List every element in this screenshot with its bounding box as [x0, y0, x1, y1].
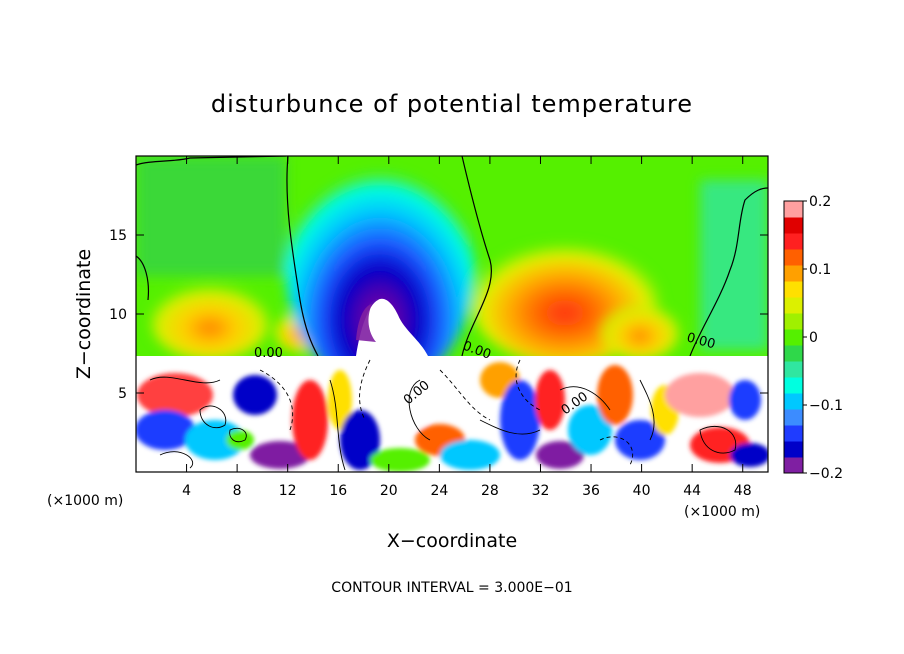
colorbar-swatch	[784, 201, 803, 218]
turbulent-layer	[136, 356, 768, 472]
contour-lines	[136, 156, 768, 357]
colorbar-swatch	[784, 281, 803, 298]
y-axis: 5 10 15	[109, 228, 768, 402]
field-smooth	[136, 156, 768, 390]
colorbar-swatch	[784, 425, 803, 442]
colorbar-swatch	[784, 313, 803, 330]
colorbar-tick-label: 0.1	[809, 262, 831, 278]
colorbar-swatch	[784, 233, 803, 250]
y-tick-label: 15	[109, 228, 127, 244]
colorbar-swatch	[784, 297, 803, 314]
x-axis: 4 8 12 16 20 24 28 32 36 40 44 48	[182, 156, 752, 499]
colorbar-swatch	[784, 329, 803, 346]
cold-core-purple	[356, 304, 376, 342]
colorbar-swatch	[784, 249, 803, 266]
colorbar-swatch	[784, 345, 803, 362]
colorbar-tick-label: 0	[809, 330, 818, 346]
contour-label-1: 0.00	[254, 346, 283, 361]
colorbar-swatch	[784, 217, 803, 234]
colorbar-swatch	[784, 361, 803, 378]
colorbar-swatch	[784, 457, 803, 474]
colorbar-swatch	[784, 393, 803, 410]
x-axis-label: X−coordinate	[387, 530, 517, 552]
x-tick-label: 12	[279, 483, 297, 499]
x-unit-right: (×1000 m)	[684, 504, 760, 520]
y-tick-label: 5	[118, 386, 127, 402]
y-axis-label: Z−coordinate	[73, 249, 95, 379]
colorbar-swatch	[784, 265, 803, 282]
colorbar-tick-label: −0.2	[809, 466, 843, 482]
colorbar-swatch	[784, 441, 803, 458]
x-tick-label: 36	[582, 483, 600, 499]
chart-title: disturbunce of potential temperature	[211, 90, 693, 118]
y-tick-label: 10	[109, 307, 127, 323]
x-tick-label: 48	[734, 483, 752, 499]
colorbar: 0.2 0.1 0 −0.1 −0.2	[783, 194, 843, 482]
colorbar-swatch	[784, 377, 803, 394]
x-tick-label: 20	[380, 483, 398, 499]
x-unit-left: (×1000 m)	[47, 493, 123, 509]
x-tick-label: 4	[182, 483, 191, 499]
colorbar-tick-label: 0.2	[809, 194, 831, 210]
colorbar-tick-label: −0.1	[809, 398, 843, 414]
x-tick-label: 16	[329, 483, 347, 499]
contour-label-3: 0.00	[685, 330, 717, 352]
contour-interval-note: CONTOUR INTERVAL = 3.000E−01	[331, 580, 572, 596]
colorbar-swatch	[784, 409, 803, 426]
x-tick-label: 24	[430, 483, 448, 499]
x-tick-label: 44	[683, 483, 701, 499]
x-tick-label: 8	[233, 483, 242, 499]
plot-area: 0.00 0.00 0.00 0.00 0.00	[136, 156, 768, 472]
x-tick-label: 32	[532, 483, 550, 499]
x-tick-label: 28	[481, 483, 499, 499]
x-tick-label: 40	[633, 483, 651, 499]
